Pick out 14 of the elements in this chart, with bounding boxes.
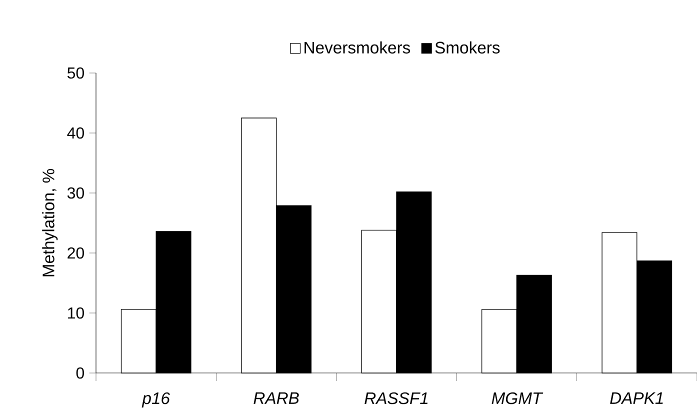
- x-tick-label: MGMT: [492, 392, 544, 404]
- y-tick-label: 20: [68, 247, 84, 259]
- x-tick-label: RASSF1: [364, 392, 428, 404]
- y-tick-label: 0: [76, 367, 84, 379]
- y-tick-label: 30: [67, 187, 84, 199]
- y-tick-label: 50: [67, 67, 84, 79]
- legend-label: Smokers: [435, 41, 500, 54]
- x-tick-label: p16: [142, 392, 170, 408]
- y-tick-label: 10: [68, 307, 84, 319]
- legend-label: Neversmokers: [304, 41, 410, 54]
- x-tick-label: RARB: [254, 392, 299, 404]
- y-tick-label: 40: [67, 127, 84, 139]
- x-tick-label: DAPK1: [610, 392, 663, 404]
- y-axis-title: Methylation, %: [42, 168, 58, 276]
